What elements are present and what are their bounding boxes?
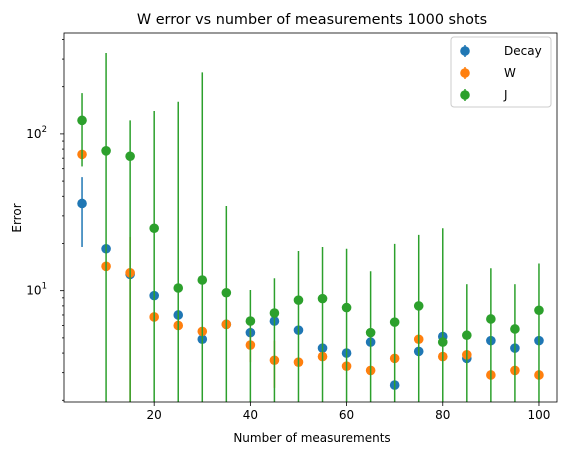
- y-axis-label: Error: [10, 203, 24, 232]
- data-point: [101, 146, 111, 156]
- data-point: [246, 316, 256, 326]
- x-tick-label: 100: [528, 408, 551, 422]
- data-point: [486, 314, 496, 324]
- data-point: [125, 151, 135, 161]
- data-point: [438, 337, 448, 347]
- legend-label-j: J: [503, 88, 508, 102]
- data-point: [342, 303, 352, 313]
- legend-swatch-marker: [460, 90, 470, 100]
- chart-title: W error vs number of measurements 1000 s…: [137, 12, 487, 28]
- data-point: [149, 223, 159, 233]
- data-point: [366, 328, 376, 338]
- legend-swatch-marker: [460, 68, 470, 78]
- legend: Decay WJ: [451, 37, 551, 107]
- legend-swatch-marker: [460, 46, 470, 56]
- data-point: [77, 199, 87, 209]
- data-point: [534, 305, 544, 315]
- y-tick-exponent: 1: [42, 282, 47, 292]
- y-tick-exponent: 2: [42, 125, 47, 135]
- data-point: [462, 330, 472, 340]
- data-point: [318, 294, 328, 304]
- data-point: [270, 308, 280, 318]
- data-point: [197, 275, 207, 285]
- data-point: [294, 295, 304, 305]
- data-point: [222, 288, 232, 298]
- x-tick-label: 60: [339, 408, 354, 422]
- x-tick-label: 40: [243, 408, 258, 422]
- y-tick-base: 10: [26, 284, 41, 298]
- data-point: [390, 317, 400, 327]
- data-point: [173, 283, 183, 293]
- x-tick-label: 20: [147, 408, 162, 422]
- data-point: [77, 116, 87, 126]
- y-tick-base: 10: [26, 127, 41, 141]
- data-point: [510, 324, 520, 334]
- legend-label-w: W: [504, 66, 516, 80]
- data-point: [414, 301, 424, 311]
- x-tick-label: 80: [435, 408, 450, 422]
- x-axis-label: Number of measurements: [233, 431, 390, 445]
- legend-label-decay: Decay: [504, 44, 542, 58]
